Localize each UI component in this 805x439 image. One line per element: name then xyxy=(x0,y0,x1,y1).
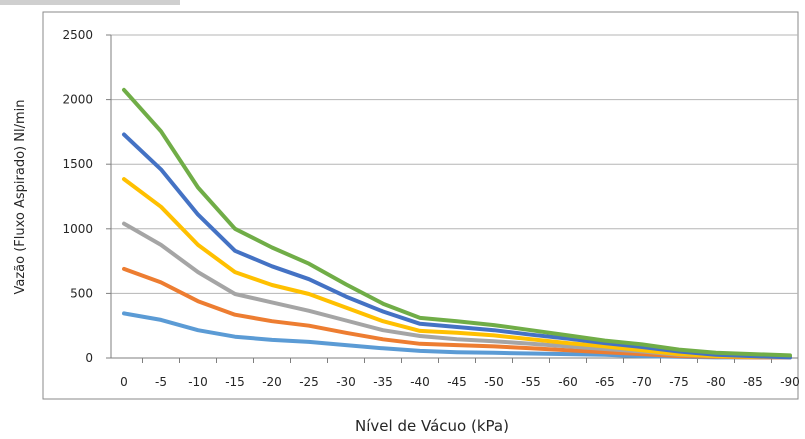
y-tick-label: 0 xyxy=(85,351,93,365)
x-tick-label: 0 xyxy=(120,375,128,389)
x-tick-label: -20 xyxy=(262,375,282,389)
y-tick-label: 1000 xyxy=(62,222,93,236)
y-tick-label: 2500 xyxy=(62,28,93,42)
y-tick-label: 1500 xyxy=(62,157,93,171)
x-axis-title: Nível de Vácuo (kPa) xyxy=(355,417,509,435)
x-tick-label: -5 xyxy=(155,375,167,389)
series-lines xyxy=(122,87,792,360)
x-tick-label: -45 xyxy=(447,375,467,389)
gridlines xyxy=(111,34,798,294)
y-axis-title: Vazão (Fluxo Aspirado) Nl/min xyxy=(13,100,28,295)
y-tick-label: 2000 xyxy=(62,93,93,107)
y-tick-labels: 0 500 1000 1500 2000 2500 xyxy=(62,28,93,365)
x-tick-label: -75 xyxy=(669,375,689,389)
top-header-strip xyxy=(0,0,180,5)
series-line xyxy=(122,87,792,358)
x-tick-label: -40 xyxy=(410,375,430,389)
x-tick-label: -25 xyxy=(299,375,319,389)
x-tick-label: -10 xyxy=(188,375,208,389)
x-tick-label: -65 xyxy=(595,375,615,389)
series-line xyxy=(122,177,792,359)
x-tick-label: -80 xyxy=(706,375,726,389)
x-tick-label: -50 xyxy=(484,375,504,389)
x-tick-label: -30 xyxy=(336,375,356,389)
y-tick-label: 500 xyxy=(70,286,93,300)
x-tick-label: -85 xyxy=(743,375,763,389)
x-tick-label: -35 xyxy=(373,375,393,389)
x-tick-label: -90 xyxy=(780,375,800,389)
x-tick-label: -55 xyxy=(521,375,541,389)
x-tick-labels: 0 -5 -10 -15 -20 -25 -30 -35 -40 -45 -50 -55 -60 -65 -… xyxy=(120,375,800,389)
x-tick-label: -70 xyxy=(632,375,652,389)
x-tick-label: -15 xyxy=(225,375,245,389)
x-tick-label: -60 xyxy=(558,375,578,389)
